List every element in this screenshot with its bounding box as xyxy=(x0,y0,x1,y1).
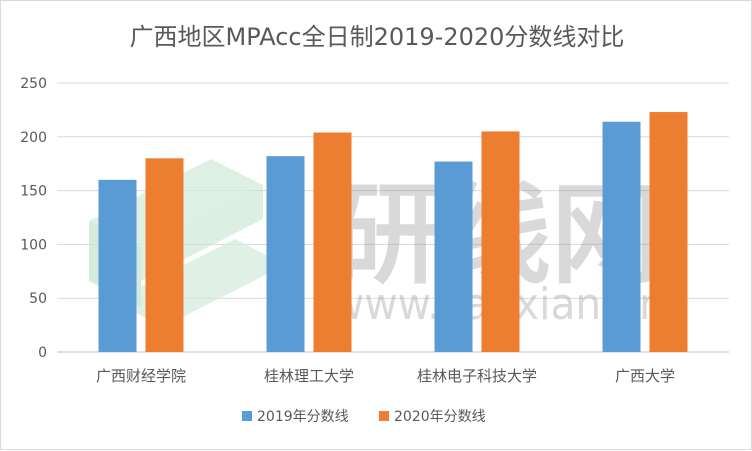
category-label: 广西大学 xyxy=(615,367,675,385)
legend-label-2: 2020年分数线 xyxy=(394,409,486,425)
bar-1-4 xyxy=(602,121,641,353)
y-tick-label: 100 xyxy=(20,237,47,253)
bar-2-4 xyxy=(649,112,688,352)
bars xyxy=(98,112,688,353)
y-axis: 0 50 100 150 200 250 xyxy=(20,76,47,361)
legend-swatch-1 xyxy=(242,411,252,421)
legend: 2019年分数线 2020年分数线 xyxy=(242,409,486,425)
y-tick-label: 250 xyxy=(20,76,47,92)
x-axis-labels: 广西财经学院 桂林理工大学 桂林电子科技大学 广西大学 xyxy=(96,367,675,385)
category-label: 桂林电子科技大学 xyxy=(417,367,537,385)
y-tick-label: 0 xyxy=(38,345,47,361)
category-label: 广西财经学院 xyxy=(96,367,186,385)
bar-1-1 xyxy=(98,179,137,352)
bar-1-3 xyxy=(434,161,473,352)
category-label: 桂林理工大学 xyxy=(264,367,354,385)
chart-title: 广西地区MPAcc全日制2019-2020分数线对比 xyxy=(130,23,625,51)
y-tick-label: 150 xyxy=(20,184,47,200)
y-tick-label: 50 xyxy=(29,291,47,307)
legend-label-1: 2019年分数线 xyxy=(257,409,349,425)
legend-swatch-2 xyxy=(379,411,389,421)
bar-2-3 xyxy=(481,131,520,352)
y-tick-label: 200 xyxy=(20,130,47,146)
bar-1-2 xyxy=(266,156,305,352)
bar-2-2 xyxy=(313,132,352,352)
bar-2-1 xyxy=(145,158,184,352)
